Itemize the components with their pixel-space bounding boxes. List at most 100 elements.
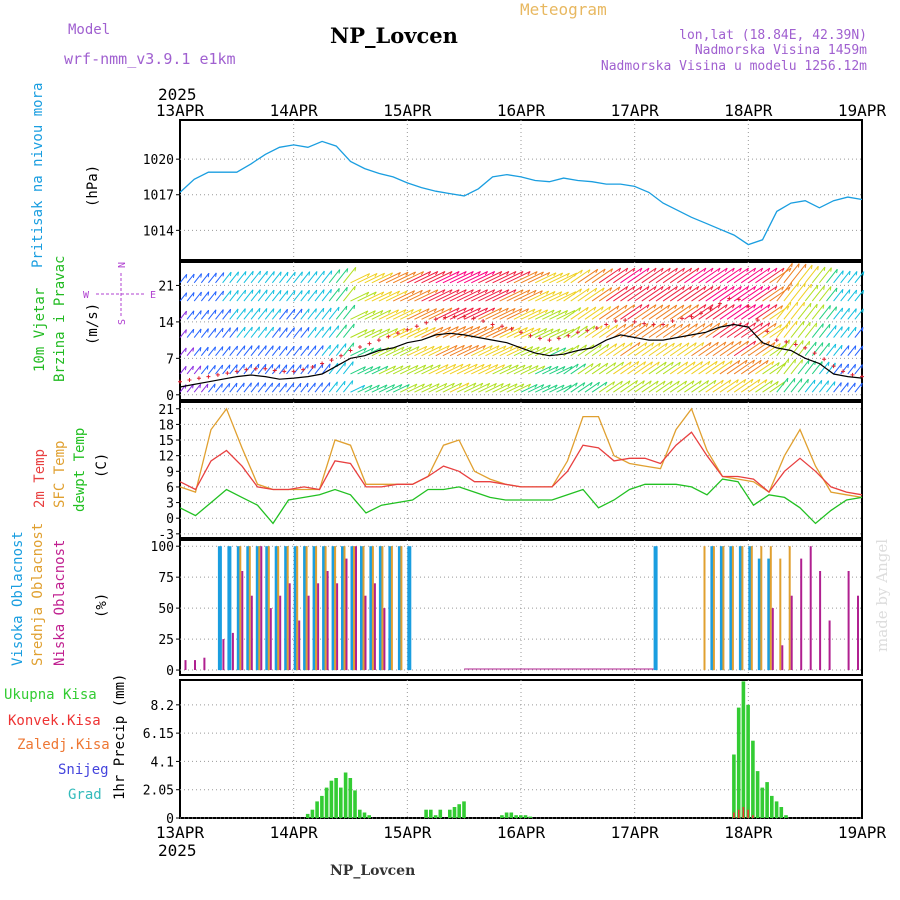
wind-arrow-head [557,328,561,333]
wind-arrow-head [771,361,775,366]
cloud-low-bar [373,583,376,670]
wind-arrow [407,327,429,338]
wind-arrow [392,365,411,375]
wind-gust-marker [661,322,666,327]
wind-arrow [797,283,812,302]
wind-arrow-head [701,342,705,347]
wind-arrow-head [462,326,467,330]
wind-arrow [421,345,442,357]
wind-arrow-head [503,345,507,350]
wind-arrow [520,365,539,375]
wind-arrow [818,342,830,357]
wind-arrow [442,326,466,338]
wind-arrow [421,326,444,338]
wind-arrow [634,267,657,284]
wind-arrow-head [803,302,805,307]
wind-arrow-head [680,323,684,328]
wind-arrow [243,363,253,375]
wind-arrow [549,366,566,375]
wind-arrow-head [473,382,477,387]
wind-arrow-head [646,267,650,272]
wind-arrow [648,267,671,284]
wind-arrow [726,359,748,375]
wind-arrow [705,341,727,357]
wind-arrow-head [767,267,771,272]
wind-arrow [790,378,803,393]
wind-ytick-label: 14 [158,316,174,331]
wind-arrow-head [301,271,303,276]
wind-arrow-head [732,304,735,309]
wind-arrow-head [809,322,811,327]
wind-arrow [797,359,810,375]
wind-arrow [520,308,542,320]
cloud-high-bar [397,546,402,671]
wind-arrow [556,365,573,375]
wind-arrow-head [802,321,805,326]
wind-arrow [542,384,558,393]
wind-gust-marker [490,322,495,327]
compass-rose: N S W E [83,262,156,325]
wind-arrow [740,304,763,320]
wind-arrow [584,268,606,284]
wind-arrow-head [430,364,434,369]
wind-arrow [669,285,692,302]
cloud-high-bar [757,558,762,671]
wind-arrow-head [854,364,856,369]
wind-arrow [712,267,735,284]
wind-arrow-head [456,289,460,294]
wind-arrow-head [614,343,618,348]
wind-arrow-head [675,286,678,291]
wind-arrow-head [329,307,332,312]
wind-ylabel-2: Brzina i Pravac [52,256,68,382]
wind-arrow-head [534,271,538,276]
wind-arrow-head [369,384,373,389]
wind-arrow [762,343,781,357]
wind-arrow [811,304,825,320]
wind-arrow [257,382,266,393]
bottom-date-label: 14APR [270,823,319,842]
cloud-low-bar [383,608,386,670]
wind-arrow-head [744,359,748,365]
wind-arrow [300,271,311,284]
wind-arrow [783,282,799,302]
wind-arrow [478,345,500,357]
cloud-ytick-label: 0 [166,664,174,679]
wind-arrows [179,262,865,393]
cloud-mid-bar [267,546,270,671]
wind-arrow-head [692,361,696,366]
wind-arrow [271,327,281,338]
wind-arrow-head [556,347,560,352]
wind-arrow-head [753,304,757,309]
wind-arrow [364,272,385,284]
wind-arrow [613,323,634,338]
wind-arrow-head [703,304,707,309]
wind-arrow-head [307,364,309,369]
wind-arrow [378,309,399,320]
top-year: 2025 [158,85,197,104]
wind-arrow-head [200,273,202,278]
wind-arrow [570,363,586,375]
wind-arrow [669,323,691,338]
wind-arrow [371,309,391,320]
wind-arrow-head [395,309,400,314]
precip-convective-bar [733,812,735,818]
wind-arrow [463,344,486,357]
wind-arrow [712,341,734,357]
precip-total-bar [358,809,362,818]
wind-arrow-head [816,304,818,309]
wind-arrow-head [393,346,398,351]
wind-arrow [556,328,575,338]
wind-arrow [343,380,354,393]
wind-arrow-head [229,272,232,277]
wind-arrow-head [841,307,844,312]
wind-arrow [208,383,216,393]
wind-arrow [293,271,303,284]
wind-arrow [428,307,453,320]
bottom-date-label: 16APR [497,823,546,842]
cloud-high-bar [341,546,345,671]
wind-arrow-head [793,378,796,383]
pressure-ytick-label: 1014 [143,224,174,239]
wind-arrow [414,271,439,284]
wind-arrow [271,364,281,375]
wind-arrow [705,379,724,393]
